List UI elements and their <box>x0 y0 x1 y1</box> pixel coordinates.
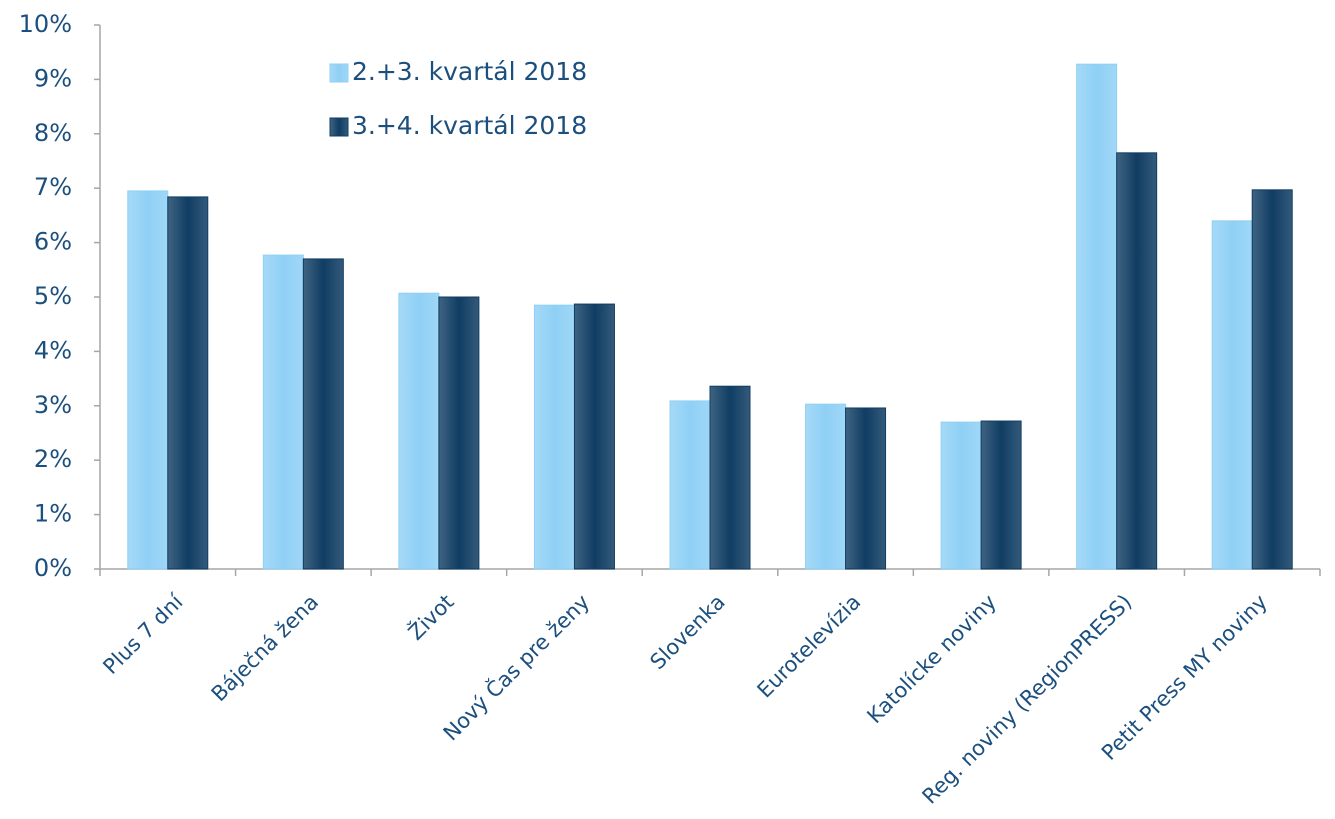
bar <box>533 304 575 570</box>
bar <box>262 254 304 570</box>
bar <box>127 190 169 570</box>
x-tick-label: Katolícke noviny <box>862 590 1000 728</box>
legend-marker <box>329 117 349 137</box>
legend-label: 3.+4. kvartál 2018 <box>352 111 587 140</box>
y-tick-label: 10% <box>19 10 72 38</box>
bar <box>980 420 1022 570</box>
x-tick-label: Nový Čas pre ženy <box>438 589 594 745</box>
x-tick-label: Báječná žena <box>207 590 323 706</box>
x-tick-label: Život <box>403 589 459 645</box>
bar <box>709 385 751 570</box>
y-tick-label: 3% <box>34 391 72 419</box>
y-tick-label: 5% <box>34 282 72 310</box>
y-tick-label: 0% <box>34 554 72 582</box>
legend-label: 2.+3. kvartál 2018 <box>352 57 587 86</box>
bar <box>940 421 982 570</box>
bar <box>573 303 615 570</box>
bar <box>398 292 440 570</box>
y-tick-label: 7% <box>34 173 72 201</box>
bar <box>302 258 344 570</box>
y-tick-label: 1% <box>34 500 72 528</box>
bar <box>1211 220 1253 570</box>
bar <box>669 400 711 570</box>
y-tick-label: 2% <box>34 445 72 473</box>
y-tick-label: 8% <box>34 119 72 147</box>
y-tick-label: 9% <box>34 64 72 92</box>
bar <box>805 403 847 570</box>
bar <box>167 196 209 570</box>
x-tick-label: Slovenka <box>645 590 729 674</box>
bar <box>438 296 480 570</box>
x-tick-label: Plus 7 dní <box>99 589 189 679</box>
legend-marker <box>329 63 349 83</box>
bar <box>1251 189 1293 570</box>
y-tick-label: 6% <box>34 228 72 256</box>
x-tick-label: Eurotelevízia <box>753 590 866 703</box>
bar <box>845 407 887 570</box>
y-tick-label: 4% <box>34 336 72 364</box>
bar <box>1076 63 1118 570</box>
bar <box>1116 152 1158 570</box>
